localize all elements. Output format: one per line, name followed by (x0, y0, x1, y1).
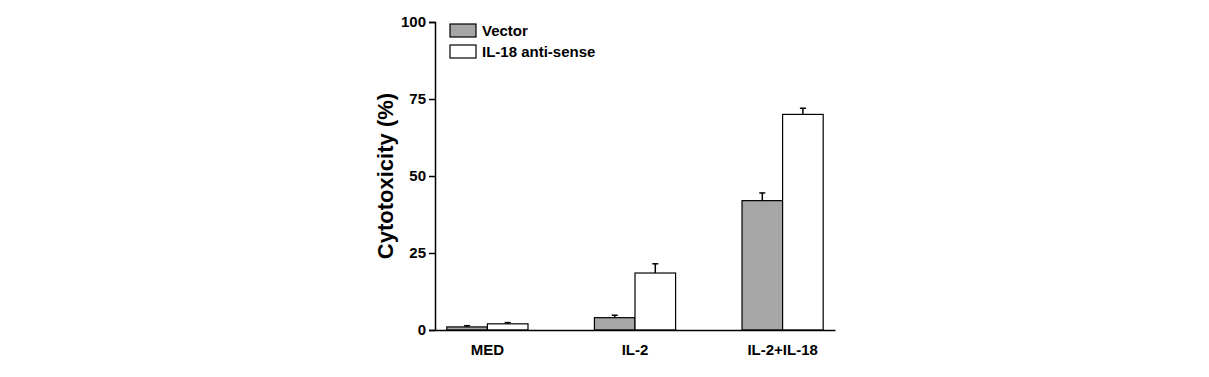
y-tick: 50 (409, 167, 435, 184)
y-tick-label: 50 (409, 167, 426, 184)
error-bar-cap (505, 322, 511, 324)
y-tick-label: 75 (409, 90, 426, 107)
legend-label: Vector (482, 22, 528, 39)
y-tick-mark (429, 99, 435, 101)
error-bar (612, 315, 618, 317)
error-bar (464, 326, 470, 327)
y-tick-mark (429, 176, 435, 178)
error-bar (505, 323, 511, 324)
bar (487, 324, 528, 330)
legend-swatch (450, 45, 476, 58)
x-tick: IL-2 (622, 330, 649, 358)
error-bar-cap (612, 314, 618, 316)
bar (742, 201, 783, 330)
x-axis: MED IL-2 IL-2+IL-18 (436, 330, 836, 358)
y-tick: 100 (401, 13, 435, 30)
y-axis-title: Cytotoxicity (%) (373, 93, 398, 259)
x-tick-label: MED (471, 341, 505, 358)
y-tick: 25 (409, 244, 435, 261)
error-bar-cap (800, 107, 806, 109)
y-tick-mark (429, 330, 435, 332)
x-tick-label: IL-2+IL-18 (747, 341, 817, 358)
error-bar (652, 264, 658, 273)
chart: 0 25 50 75 100 MED IL-2 IL-2+IL-18 Cytotoxicity … (0, 0, 1209, 377)
legend: Vector IL-18 anti-sense (450, 22, 595, 60)
y-tick-label: 0 (418, 321, 426, 338)
error-bar (759, 193, 765, 201)
bar (594, 318, 635, 330)
legend-swatch (450, 24, 476, 37)
error-bar-cap (759, 192, 765, 194)
y-axis: 0 25 50 75 100 (401, 13, 436, 338)
bar (635, 273, 676, 330)
error-bar (800, 108, 806, 114)
error-bar-stem (655, 264, 657, 273)
y-tick-mark (429, 22, 435, 24)
legend-item: IL-18 anti-sense (450, 43, 595, 60)
bar (447, 327, 488, 330)
bars (447, 108, 823, 330)
x-tick: MED (471, 330, 505, 358)
y-tick-mark (429, 253, 435, 255)
error-bar-stem (802, 108, 804, 114)
error-bar-cap (652, 263, 658, 265)
legend-label: IL-18 anti-sense (482, 43, 595, 60)
y-tick: 75 (409, 90, 435, 107)
y-tick-label: 100 (401, 13, 426, 30)
error-bar-stem (762, 193, 764, 201)
error-bar-cap (464, 325, 470, 327)
x-axis-line (436, 330, 836, 332)
x-tick: IL-2+IL-18 (747, 330, 817, 358)
y-tick-label: 25 (409, 244, 426, 261)
x-tick-label: IL-2 (622, 341, 649, 358)
legend-item: Vector (450, 22, 528, 39)
y-tick: 0 (418, 321, 435, 338)
bar (783, 114, 824, 330)
y-axis-line (429, 23, 436, 331)
